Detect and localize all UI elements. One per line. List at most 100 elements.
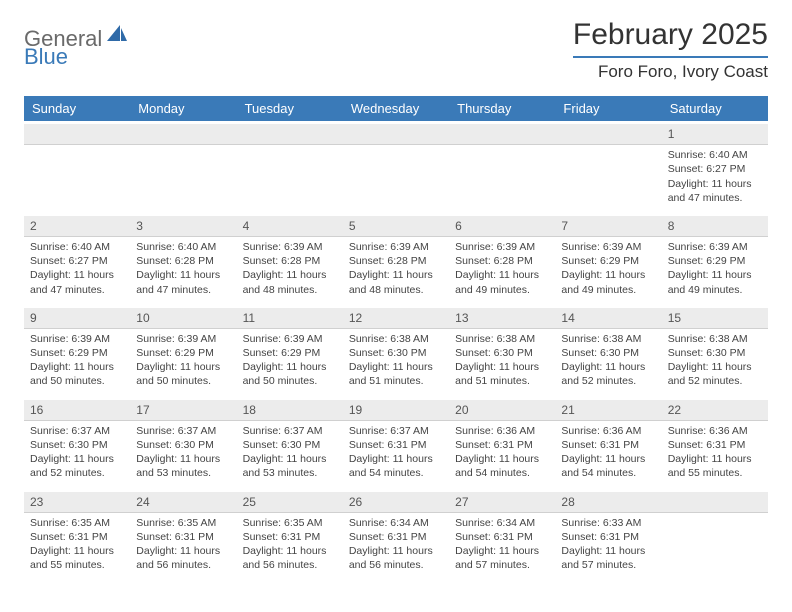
daylight-text: Daylight: 11 hours and 57 minutes. — [561, 544, 655, 572]
sunrise-text: Sunrise: 6:39 AM — [349, 240, 443, 254]
sunrise-text: Sunrise: 6:39 AM — [243, 332, 337, 346]
sunrise-text: Sunrise: 6:35 AM — [243, 516, 337, 530]
day-header: Tuesday — [237, 96, 343, 121]
sunrise-text: Sunrise: 6:40 AM — [668, 148, 762, 162]
day-cell — [662, 489, 768, 581]
day-cell: 23Sunrise: 6:35 AMSunset: 6:31 PMDayligh… — [24, 489, 130, 581]
day-number: 7 — [555, 216, 661, 237]
day-cell — [237, 121, 343, 213]
daylight-text: Daylight: 11 hours and 49 minutes. — [668, 268, 762, 296]
daylight-text: Daylight: 11 hours and 52 minutes. — [561, 360, 655, 388]
sunset-text: Sunset: 6:31 PM — [668, 438, 762, 452]
daylight-text: Daylight: 11 hours and 47 minutes. — [30, 268, 124, 296]
day-number: 1 — [662, 124, 768, 145]
sunset-text: Sunset: 6:30 PM — [349, 346, 443, 360]
sunrise-text: Sunrise: 6:38 AM — [668, 332, 762, 346]
sunrise-text: Sunrise: 6:36 AM — [455, 424, 549, 438]
day-cell: 24Sunrise: 6:35 AMSunset: 6:31 PMDayligh… — [130, 489, 236, 581]
title-location: Foro Foro, Ivory Coast — [573, 62, 768, 82]
sunrise-text: Sunrise: 6:38 AM — [349, 332, 443, 346]
day-cell: 21Sunrise: 6:36 AMSunset: 6:31 PMDayligh… — [555, 397, 661, 489]
daylight-text: Daylight: 11 hours and 51 minutes. — [455, 360, 549, 388]
sunrise-text: Sunrise: 6:39 AM — [668, 240, 762, 254]
sunrise-text: Sunrise: 6:39 AM — [136, 332, 230, 346]
daylight-text: Daylight: 11 hours and 55 minutes. — [30, 544, 124, 572]
day-cell — [130, 121, 236, 213]
day-cell: 26Sunrise: 6:34 AMSunset: 6:31 PMDayligh… — [343, 489, 449, 581]
daylight-text: Daylight: 11 hours and 50 minutes. — [30, 360, 124, 388]
sunset-text: Sunset: 6:30 PM — [668, 346, 762, 360]
daylight-text: Daylight: 11 hours and 56 minutes. — [349, 544, 443, 572]
sunset-text: Sunset: 6:31 PM — [243, 530, 337, 544]
sunset-text: Sunset: 6:30 PM — [561, 346, 655, 360]
logo-text-blue: Blue — [24, 44, 68, 69]
sunset-text: Sunset: 6:29 PM — [243, 346, 337, 360]
day-number: 19 — [343, 400, 449, 421]
day-cell: 19Sunrise: 6:37 AMSunset: 6:31 PMDayligh… — [343, 397, 449, 489]
daylight-text: Daylight: 11 hours and 54 minutes. — [349, 452, 443, 480]
day-number: 15 — [662, 308, 768, 329]
day-cell — [24, 121, 130, 213]
day-number: 12 — [343, 308, 449, 329]
day-cell — [555, 121, 661, 213]
sunset-text: Sunset: 6:31 PM — [136, 530, 230, 544]
week-row: 2Sunrise: 6:40 AMSunset: 6:27 PMDaylight… — [24, 213, 768, 305]
day-number: 18 — [237, 400, 343, 421]
sunset-text: Sunset: 6:29 PM — [561, 254, 655, 268]
sunset-text: Sunset: 6:30 PM — [455, 346, 549, 360]
sunset-text: Sunset: 6:29 PM — [136, 346, 230, 360]
day-number — [130, 124, 236, 145]
sunrise-text: Sunrise: 6:37 AM — [136, 424, 230, 438]
day-number — [662, 492, 768, 513]
daylight-text: Daylight: 11 hours and 49 minutes. — [561, 268, 655, 296]
sunset-text: Sunset: 6:30 PM — [136, 438, 230, 452]
day-number: 10 — [130, 308, 236, 329]
day-cell: 27Sunrise: 6:34 AMSunset: 6:31 PMDayligh… — [449, 489, 555, 581]
sunset-text: Sunset: 6:31 PM — [561, 438, 655, 452]
daylight-text: Daylight: 11 hours and 56 minutes. — [243, 544, 337, 572]
day-cell: 9Sunrise: 6:39 AMSunset: 6:29 PMDaylight… — [24, 305, 130, 397]
day-number: 27 — [449, 492, 555, 513]
week-row: 1Sunrise: 6:40 AMSunset: 6:27 PMDaylight… — [24, 121, 768, 213]
sunrise-text: Sunrise: 6:35 AM — [30, 516, 124, 530]
day-number: 23 — [24, 492, 130, 513]
day-cell: 17Sunrise: 6:37 AMSunset: 6:30 PMDayligh… — [130, 397, 236, 489]
day-cell: 8Sunrise: 6:39 AMSunset: 6:29 PMDaylight… — [662, 213, 768, 305]
day-cell: 14 Sunrise: 6:38 AMSunset: 6:30 PMDayligh… — [555, 305, 661, 397]
daylight-text: Daylight: 11 hours and 54 minutes. — [561, 452, 655, 480]
day-number: 8 — [662, 216, 768, 237]
daylight-text: Daylight: 11 hours and 53 minutes. — [136, 452, 230, 480]
sunset-text: Sunset: 6:27 PM — [30, 254, 124, 268]
day-number: 9 — [24, 308, 130, 329]
sunrise-text: Sunrise: 6:33 AM — [561, 516, 655, 530]
calendar: Sunday Monday Tuesday Wednesday Thursday… — [24, 96, 768, 580]
day-number: 13 — [449, 308, 555, 329]
daylight-text: Daylight: 11 hours and 48 minutes. — [243, 268, 337, 296]
sunset-text: Sunset: 6:31 PM — [455, 530, 549, 544]
day-header: Saturday — [662, 96, 768, 121]
day-cell: 11Sunrise: 6:39 AMSunset: 6:29 PMDayligh… — [237, 305, 343, 397]
sunset-text: Sunset: 6:28 PM — [136, 254, 230, 268]
day-cell: 3Sunrise: 6:40 AMSunset: 6:28 PMDaylight… — [130, 213, 236, 305]
day-number — [343, 124, 449, 145]
day-cell: 15Sunrise: 6:38 AMSunset: 6:30 PMDayligh… — [662, 305, 768, 397]
sunset-text: Sunset: 6:28 PM — [243, 254, 337, 268]
day-number: 14 — [555, 308, 661, 329]
day-cell: 18Sunrise: 6:37 AMSunset: 6:30 PMDayligh… — [237, 397, 343, 489]
sunset-text: Sunset: 6:31 PM — [561, 530, 655, 544]
day-number: 26 — [343, 492, 449, 513]
title-month-year: February 2025 — [573, 18, 768, 58]
day-number: 11 — [237, 308, 343, 329]
title-block: February 2025 Foro Foro, Ivory Coast — [573, 18, 768, 82]
daylight-text: Daylight: 11 hours and 52 minutes. — [30, 452, 124, 480]
sunrise-text: Sunrise: 6:37 AM — [30, 424, 124, 438]
sunrise-text: Sunrise: 6:38 AM — [561, 332, 655, 346]
sunset-text: Sunset: 6:30 PM — [243, 438, 337, 452]
week-row: 9Sunrise: 6:39 AMSunset: 6:29 PMDaylight… — [24, 305, 768, 397]
sunrise-text: Sunrise: 6:39 AM — [30, 332, 124, 346]
day-header: Monday — [130, 96, 236, 121]
day-cell: 1Sunrise: 6:40 AMSunset: 6:27 PMDaylight… — [662, 121, 768, 213]
day-cell: 10Sunrise: 6:39 AMSunset: 6:29 PMDayligh… — [130, 305, 236, 397]
sunrise-text: Sunrise: 6:40 AM — [136, 240, 230, 254]
day-cell: 6Sunrise: 6:39 AMSunset: 6:28 PMDaylight… — [449, 213, 555, 305]
